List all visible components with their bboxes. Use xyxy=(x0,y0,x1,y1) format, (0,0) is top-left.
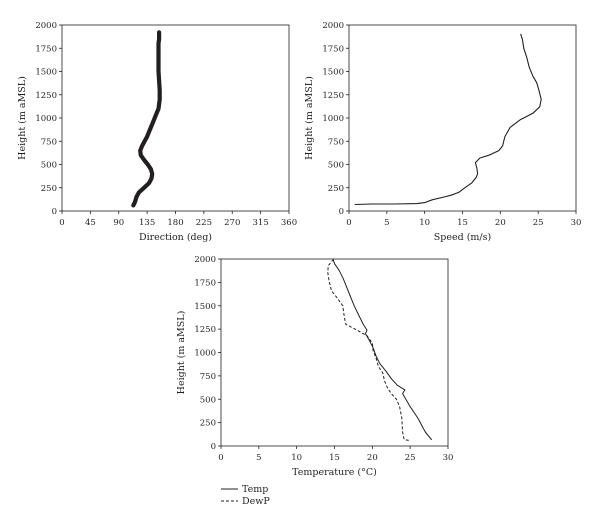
speed-x-tick-label: 30 xyxy=(571,218,582,228)
speed-x-tick-label: 20 xyxy=(495,218,506,228)
temperature-y-tick-label: 2000 xyxy=(194,255,216,265)
direction-y-tick-label: 1500 xyxy=(35,68,57,78)
speed-y-tick-label: 1750 xyxy=(322,44,344,54)
direction-y-tick-label: 1000 xyxy=(35,114,57,124)
direction-x-tick-label: 45 xyxy=(85,218,96,228)
speed-x-tick-label: 10 xyxy=(419,218,430,228)
speed-series-line-0 xyxy=(354,33,542,206)
speed-x-tick-label: 5 xyxy=(384,218,389,228)
direction-x-tick-label: 270 xyxy=(224,218,240,228)
speed-y-tick-label: 1250 xyxy=(322,91,344,101)
temperature-profile-chart: 0 5 10 15 20 25 30 0 250 500 750 1000 1250 1500 1750 20… xyxy=(176,255,453,478)
direction-x-tick-label: 90 xyxy=(113,218,124,228)
speed-y-tick-label: 2000 xyxy=(322,21,344,31)
direction-y-axis-label: Height (m aMSL) xyxy=(17,76,28,160)
direction-plot-frame xyxy=(61,24,290,212)
speed-y-tick-label: 0 xyxy=(339,207,344,217)
temperature-x-tick-label: 15 xyxy=(329,453,340,463)
legend: Temp DewP xyxy=(221,484,270,507)
temperature-y-tick-label: 500 xyxy=(200,395,216,405)
direction-y-tick-label: 0 xyxy=(52,207,57,217)
temperature-x-tick-label: 25 xyxy=(405,453,416,463)
speed-y-tick-label: 1000 xyxy=(322,114,344,124)
temperature-x-tick-label: 0 xyxy=(218,453,223,463)
direction-x-tick-label: 315 xyxy=(253,218,269,228)
direction-series-line-0 xyxy=(131,30,162,208)
direction-y-tick-label: 2000 xyxy=(35,21,57,31)
temperature-x-tick-label: 30 xyxy=(443,453,454,463)
temperature-x-axis-label: Temperature (°C) xyxy=(292,467,377,478)
direction-x-axis-label: Direction (deg) xyxy=(139,232,212,243)
temperature-y-tick-label: 0 xyxy=(211,442,216,452)
speed-y-tick-label: 250 xyxy=(328,184,344,194)
speed-y-axis-label: Height (m aMSL) xyxy=(304,76,315,160)
speed-y-tick-label: 750 xyxy=(328,137,344,147)
legend-temp-label: Temp xyxy=(242,484,268,495)
temperature-series-line-temp xyxy=(332,258,432,440)
direction-profile-chart: 0 45 90 135 180 225 270 315 360 0 250 500 750 1000 125… xyxy=(17,21,297,243)
direction-y-tick-label: 1750 xyxy=(35,44,57,54)
temperature-y-axis-label: Height (m aMSL) xyxy=(176,311,187,395)
temperature-y-tick-label: 250 xyxy=(200,419,216,429)
direction-y-tick-label: 1250 xyxy=(35,91,57,101)
temperature-x-tick-label: 5 xyxy=(256,453,261,463)
direction-y-tick-label: 500 xyxy=(41,161,57,171)
temperature-x-tick-label: 20 xyxy=(367,453,378,463)
speed-y-tick-label: 1500 xyxy=(322,68,344,78)
speed-x-tick-label: 15 xyxy=(457,218,468,228)
direction-x-tick-label: 225 xyxy=(196,218,212,228)
temperature-y-tick-label: 1250 xyxy=(194,325,216,335)
temperature-y-tick-label: 1000 xyxy=(194,349,216,359)
direction-y-tick-label: 750 xyxy=(41,137,57,147)
temperature-y-tick-label: 750 xyxy=(200,372,216,382)
temperature-y-tick-label: 1750 xyxy=(194,278,216,288)
temperature-plot-frame xyxy=(220,258,449,447)
temperature-y-tick-label: 1500 xyxy=(194,302,216,312)
speed-profile-chart: 0 5 10 15 20 25 30 0 250 500 750 1000 1250 1500 1750 20… xyxy=(304,21,581,243)
temperature-series-line-dewp xyxy=(327,259,409,441)
direction-y-tick-label: 250 xyxy=(41,184,57,194)
direction-x-tick-label: 135 xyxy=(139,218,155,228)
direction-x-tick-label: 180 xyxy=(167,218,183,228)
speed-y-tick-label: 500 xyxy=(328,161,344,171)
direction-x-tick-label: 360 xyxy=(281,218,297,228)
direction-x-tick-label: 0 xyxy=(59,218,64,228)
speed-x-tick-label: 0 xyxy=(346,218,351,228)
speed-x-axis-label: Speed (m/s) xyxy=(434,232,491,243)
temperature-x-tick-label: 10 xyxy=(291,453,302,463)
legend-dewp-label: DewP xyxy=(242,496,270,507)
speed-x-tick-label: 25 xyxy=(533,218,544,228)
speed-plot-frame xyxy=(348,24,577,212)
